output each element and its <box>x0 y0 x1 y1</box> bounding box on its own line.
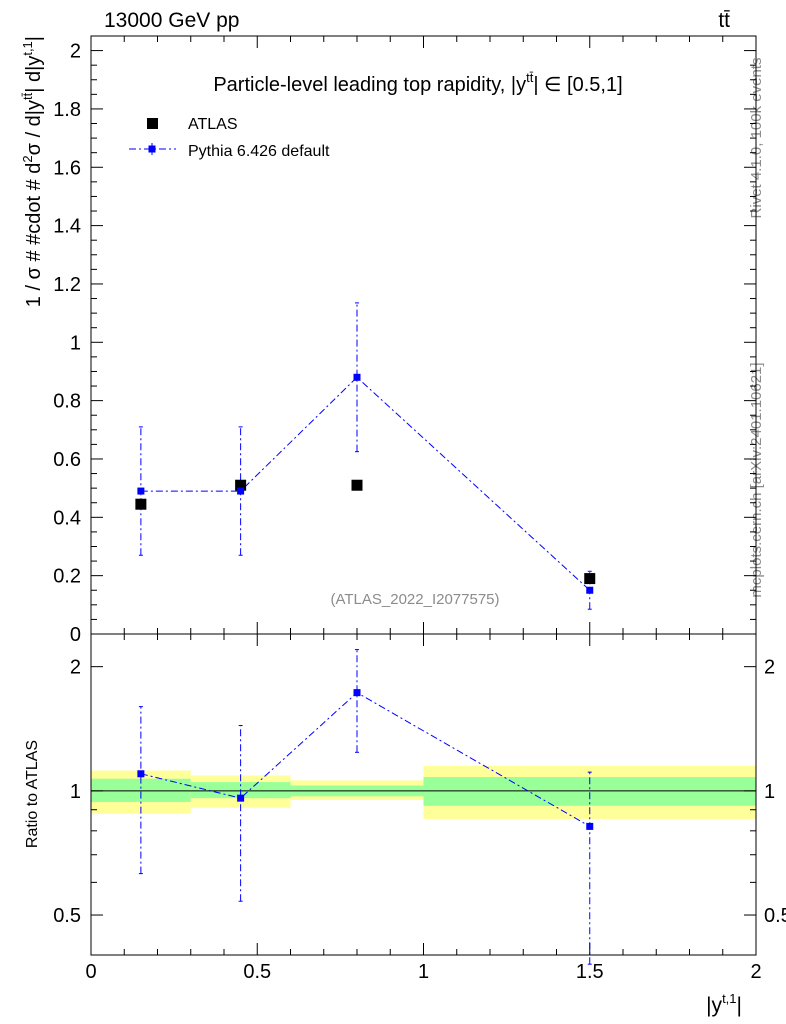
ratio-point <box>353 689 361 697</box>
legend-pythia-label: Pythia 6.426 default <box>188 143 330 160</box>
atlas-point <box>235 479 247 491</box>
main-y-tick-label: 0.6 <box>53 449 81 471</box>
main-y-tick-label: 0.4 <box>53 507 81 529</box>
pythia-point <box>353 373 361 381</box>
x-tick-label: 1.5 <box>576 961 604 983</box>
main-y-ticks: 0 0.2 0.4 0.6 0.8 1 1.2 1.4 1.6 1.8 2 <box>53 36 757 646</box>
ratio-y-tick-label-right: 2 <box>764 657 775 679</box>
chart-title: Particle-level leading top rapidity, |yt… <box>213 70 622 96</box>
pythia-point <box>586 586 594 594</box>
ratio-data-layer <box>137 649 594 965</box>
ratio-point <box>237 794 245 802</box>
main-y-tick-label: 1.8 <box>53 99 81 121</box>
main-y-tick-label: 0.2 <box>53 566 81 588</box>
atlas-point <box>135 498 147 510</box>
process-label: tt̄ <box>718 9 730 32</box>
main-y-tick-label: 0.8 <box>53 391 81 413</box>
pythia-point <box>237 487 245 495</box>
ratio-band-green <box>91 778 191 802</box>
ratio-y-tick-label: 0.5 <box>53 905 81 927</box>
main-y-tick-label: 1.4 <box>53 216 81 238</box>
legend: ATLAS Pythia 6.426 default <box>129 116 330 160</box>
ratio-y-tick-label-right: 1 <box>764 781 775 803</box>
legend-pythia-marker <box>148 145 156 153</box>
y-axis-title: 1 / σ # #cdot # d2σ / d|ytt̄| d|yt,1| <box>20 36 45 307</box>
ratio-series-line <box>140 692 590 827</box>
main-y-tick-label: 2 <box>70 41 81 63</box>
main-data-layer <box>135 302 596 610</box>
x-tick-label: 0.5 <box>243 961 271 983</box>
ratio-point <box>137 770 145 778</box>
ratio-y-tick-label-right: 0.5 <box>764 905 786 927</box>
legend-atlas-marker <box>147 118 158 129</box>
pythia-point <box>137 487 145 495</box>
main-y-tick-label: 1.2 <box>53 274 81 296</box>
atlas-point <box>351 479 363 491</box>
ratio-panel: 0.5 0.5 1 1 2 2 0 0.5 1 1.5 2 Ratio to ATLAS |yt,1… <box>24 633 786 1017</box>
energy-label: 13000 GeV pp <box>104 9 239 32</box>
ratio-ticks: 0.5 0.5 1 1 2 2 0 0.5 1 1.5 2 <box>53 634 786 983</box>
x-tick-label: 1 <box>418 961 429 983</box>
ratio-bands <box>91 765 756 819</box>
ratio-y-tick-label: 2 <box>70 657 81 679</box>
main-y-tick-label: 0 <box>70 624 81 646</box>
ratio-y-tick-label: 1 <box>70 781 81 803</box>
ratio-point <box>586 822 594 830</box>
legend-atlas-label: ATLAS <box>188 116 238 133</box>
atlas-point <box>584 573 596 585</box>
main-panel: 0 0.2 0.4 0.6 0.8 1 1.2 1.4 1.6 1.8 2 Particle-lev… <box>20 35 757 646</box>
ratio-y-axis-title: Ratio to ATLAS <box>24 740 41 848</box>
analysis-watermark: (ATLAS_2022_I2077575) <box>330 591 499 608</box>
x-axis-title: |yt,1| <box>706 991 742 1017</box>
x-tick-label: 0 <box>85 961 96 983</box>
x-tick-label: 2 <box>750 961 761 983</box>
pythia-series-line <box>140 376 591 591</box>
main-y-tick-label: 1 <box>70 332 81 354</box>
main-y-tick-label: 1.6 <box>53 157 81 179</box>
